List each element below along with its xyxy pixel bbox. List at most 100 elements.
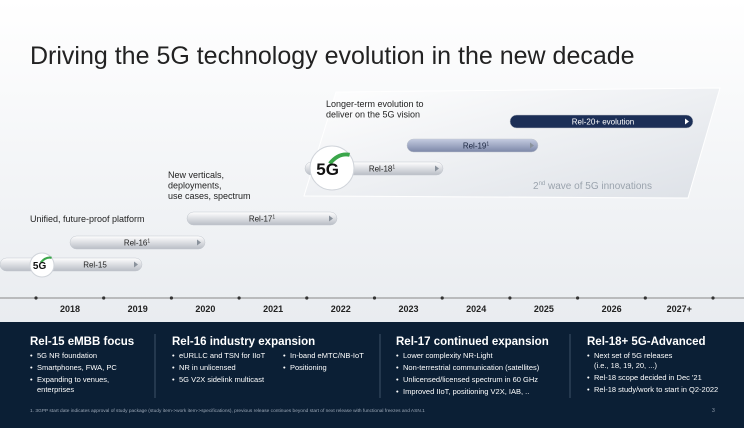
release-arrow [435,165,439,172]
release-label: Rel-171 [249,215,276,224]
annotation: Longer-term evolution to [326,99,424,109]
timeline-tick [372,296,377,300]
logo-text: 5G [316,160,339,179]
release-name: Rel-17 [249,215,273,224]
year-label: 2023 [398,304,418,314]
page-number: 3 [712,408,715,414]
timeline-tick [34,296,38,300]
release-arrow [134,261,138,268]
timeline-tick [508,296,512,300]
bullet: • [587,373,590,382]
release-arrow [685,118,689,125]
release-label: Rel-191 [463,142,490,151]
bullet: • [172,375,175,384]
logo-swoosh [39,256,52,264]
bullet: • [283,363,286,372]
bullet: • [396,375,399,384]
bullet-text: eURLLC and TSN for IIoT [179,351,266,360]
year-label: 2025 [534,304,554,314]
year-label: 2027+ [667,304,692,314]
second-wave: 2nd wave of 5G innovations [533,181,652,192]
bullet: • [587,385,590,394]
release-sup: 1 [272,215,275,221]
column-heading: Rel-18+ 5G-Advanced [587,336,706,348]
release-bar [186,211,338,226]
title: Driving the 5G technology evolution in t… [30,42,635,70]
timeline-tick [576,296,580,300]
release-label: Rel-20+ evolution [572,118,634,127]
bullet: • [396,387,399,396]
bullet-text: Rel-18 scope decided in Dec '21 [594,373,702,382]
release-sup: 1 [486,142,489,148]
release-label: Rel-15 [83,261,107,270]
bullet: • [30,351,33,360]
release-sup: 1 [392,165,395,171]
bullet-text: Lower complexity NR-Light [403,351,494,360]
bullet-text: enterprises [37,385,74,394]
year-label: 2019 [128,304,148,314]
year-label: 2024 [466,304,486,314]
timeline-tick [237,296,241,300]
bullet: • [172,363,175,372]
year-label: 2021 [263,304,283,314]
timeline-tick [169,296,173,300]
column-heading: Rel-16 industry expansion [172,336,315,348]
footnote: 1. 3GPP start date indicates approval of… [30,408,425,414]
year-label: 2022 [331,304,351,314]
bullet-text: 5G NR foundation [37,351,97,360]
timeline-tick [711,296,715,300]
year-label: 2018 [60,304,80,314]
logo-text: 5G [33,261,47,272]
bullet-text: 5G V2X sidelink multicast [179,375,265,384]
bullet: • [587,351,590,360]
bullet-text: Smartphones, FWA, PC [37,363,117,372]
release-arrow [197,239,201,246]
release-name: Rel-19 [463,142,487,151]
bullet: • [396,351,399,360]
release-name: Rel-18 [369,165,393,174]
ordinal-suffix: nd [539,181,546,187]
release-bar [509,114,694,129]
release-bar [0,257,143,272]
release-bar [69,235,206,250]
release-arrow [530,142,534,149]
bullet: • [396,363,399,372]
annotation: deployments, [168,181,222,191]
release-name: Rel-20+ evolution [572,118,634,127]
release-label: Rel-161 [124,239,151,248]
annotation: deliver on the 5G vision [326,110,420,120]
bottom-panel [0,322,744,428]
bullet-text: In-band eMTC/NB-IoT [290,351,364,360]
release-arrow [329,215,333,222]
logo-swoosh [328,152,350,165]
bullet-text: Non-terrestrial communication (satellite… [403,363,540,372]
second-wave-text: wave of 5G innovations [545,181,652,192]
release-label: Rel-181 [369,165,396,174]
timeline-tick [440,296,444,300]
column-heading: Rel-15 eMBB focus [30,336,134,348]
bullet: • [283,351,286,360]
release-name: Rel-15 [83,261,107,270]
bullet: • [30,363,33,372]
bullet-text: Positioning [290,363,327,372]
release-bar [406,138,539,153]
bullet-text: Unlicensed/licensed spectrum in 60 GHz [403,375,538,384]
timeline-tick [643,296,647,300]
bullet-text: NR in unlicensed [179,363,236,372]
bullet-text: Rel-18 study/work to start in Q2-2022 [594,385,718,394]
bullet-text: (i.e., 18, 19, 20, ...) [594,361,657,370]
bullet-text: Improved IIoT, positioning V2X, IAB, .. [403,387,529,396]
column-heading: Rel-17 continued expansion [396,336,549,348]
release-name: Rel-16 [124,239,148,248]
year-label: 2020 [195,304,215,314]
release-sup: 1 [147,239,150,245]
annotation: New verticals, [168,170,224,180]
bullet: • [172,351,175,360]
bullet-text: Next set of 5G releases [594,351,673,360]
ordinal: 2 [533,181,539,192]
bullet: • [30,375,33,384]
logo-badge [309,145,355,191]
timeline-tick [102,296,106,300]
annotation: Unified, future-proof platform [30,214,145,224]
